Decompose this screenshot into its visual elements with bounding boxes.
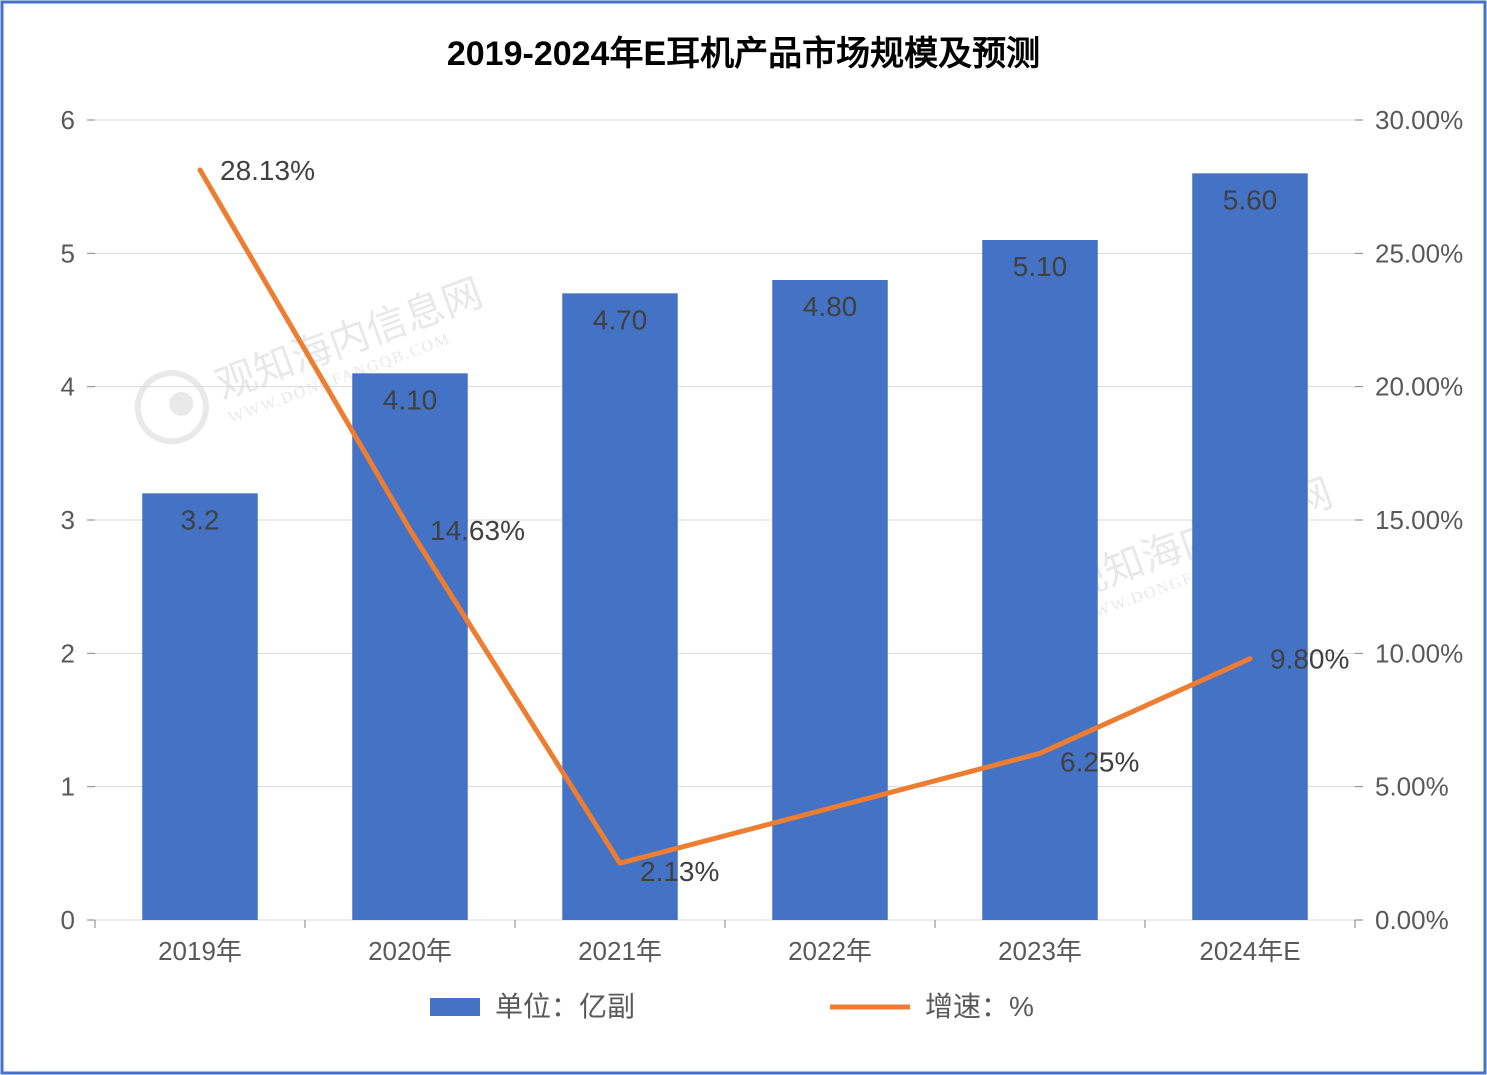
- bar: [142, 493, 258, 920]
- chart-title: 2019-2024年E耳机产品市场规模及预测: [447, 34, 1040, 73]
- y-left-tick-label: 0: [61, 905, 75, 935]
- bar-value-label: 5.60: [1223, 184, 1278, 215]
- legend-bar-swatch: [430, 998, 480, 1016]
- y-left-tick-label: 2: [61, 638, 75, 668]
- y-right-tick-label: 10.00%: [1375, 638, 1463, 668]
- y-left-tick-label: 4: [61, 372, 75, 402]
- bar: [352, 373, 468, 920]
- line-value-label: 6.25%: [1060, 746, 1139, 777]
- legend-line-label: 增速：%: [925, 991, 1034, 1022]
- x-category-label: 2023年: [998, 936, 1082, 966]
- bar-value-label: 4.70: [593, 304, 648, 335]
- x-category-label: 2022年: [788, 936, 872, 966]
- y-left-tick-label: 6: [61, 105, 75, 135]
- bar-value-label: 4.80: [803, 291, 858, 322]
- bar-value-label: 5.10: [1013, 251, 1068, 282]
- y-right-tick-label: 25.00%: [1375, 238, 1463, 268]
- x-category-label: 2020年: [368, 936, 452, 966]
- x-category-label: 2024年E: [1199, 936, 1300, 966]
- line-value-label: 9.80%: [1270, 644, 1349, 675]
- legend-bar-label: 单位：亿副: [495, 991, 635, 1022]
- y-right-tick-label: 30.00%: [1375, 105, 1463, 135]
- chart-svg: 观知海内信息网WWW.DONGFANGQB.COM观知海内信息网WWW.DONG…: [0, 0, 1487, 1075]
- bar-value-label: 3.2: [181, 504, 220, 535]
- x-category-label: 2019年: [158, 936, 242, 966]
- bar: [772, 280, 888, 920]
- bar-value-label: 4.10: [383, 384, 438, 415]
- y-left-tick-label: 5: [61, 238, 75, 268]
- y-right-tick-label: 20.00%: [1375, 372, 1463, 402]
- bar: [562, 293, 678, 920]
- line-value-label: 14.63%: [430, 515, 525, 546]
- y-right-tick-label: 5.00%: [1375, 772, 1449, 802]
- y-left-tick-label: 1: [61, 772, 75, 802]
- x-category-label: 2021年: [578, 936, 662, 966]
- y-right-tick-label: 15.00%: [1375, 505, 1463, 535]
- y-left-tick-label: 3: [61, 505, 75, 535]
- y-right-tick-label: 0.00%: [1375, 905, 1449, 935]
- bar: [1192, 173, 1308, 920]
- line-value-label: 28.13%: [220, 155, 315, 186]
- chart-container: 观知海内信息网WWW.DONGFANGQB.COM观知海内信息网WWW.DONG…: [0, 0, 1487, 1075]
- line-value-label: 2.13%: [640, 856, 719, 887]
- bar: [982, 240, 1098, 920]
